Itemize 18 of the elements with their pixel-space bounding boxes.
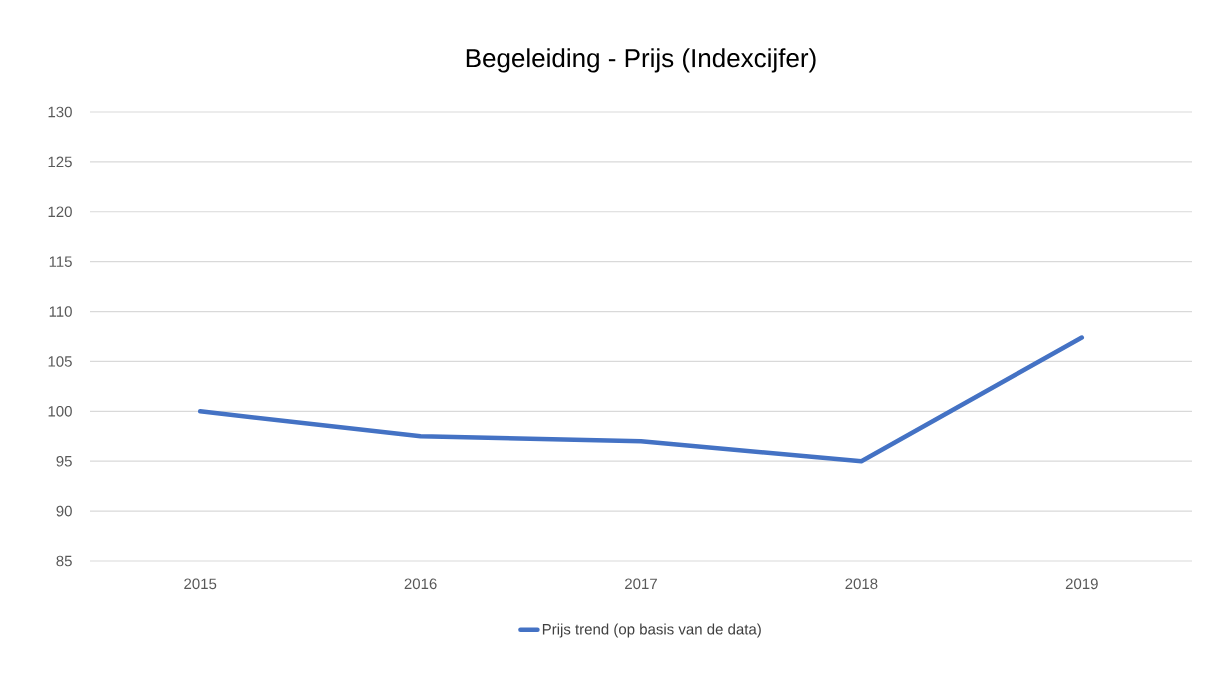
x-tick-label: 2015	[184, 578, 217, 590]
legend-label: Prijs trend (op basis van de data)	[542, 623, 761, 638]
x-tick-label: 2017	[625, 578, 657, 590]
y-tick-label: 85	[56, 555, 72, 567]
y-tick-label: 130	[48, 106, 72, 118]
y-tick-label: 100	[48, 406, 72, 417]
y-tick-label: 125	[48, 156, 72, 168]
line-series	[197, 335, 1085, 464]
chart-title: Begeleiding - Prijs (Indexcijfer)	[466, 48, 816, 73]
x-tick-label: 2016	[404, 578, 437, 590]
y-tick-label: 115	[49, 256, 72, 267]
x-tick-label: 2018	[845, 578, 878, 590]
y-tick-label: 105	[48, 356, 72, 367]
y-tick-label: 120	[48, 206, 72, 218]
y-tick-label: 110	[49, 306, 72, 317]
y-tick-label: 95	[56, 455, 72, 467]
x-tick-label: 2019	[1065, 578, 1098, 590]
y-tick-label: 90	[56, 505, 72, 517]
